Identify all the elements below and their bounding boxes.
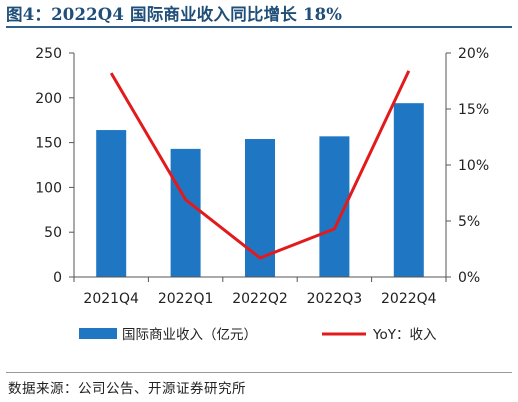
right-tick-label: 5%: [458, 214, 480, 230]
left-tick-label: 50: [44, 225, 62, 241]
axis-layer: 0 50 100 150 200 250 0% 5% 10% 15% 20% 2021Q4 2022Q1…: [35, 46, 489, 307]
figure-title: 图4：2022Q4 国际商业收入同比增长 18%: [6, 5, 343, 24]
left-tick-label: 150: [35, 136, 62, 152]
right-tick-label: 10%: [458, 158, 489, 174]
left-tick-label: 200: [35, 91, 62, 107]
title-divider: [6, 26, 512, 28]
legend-line-label: YoY：收入: [372, 327, 437, 343]
x-tick-label: 2022Q1: [158, 291, 214, 307]
footer-divider: [6, 372, 512, 373]
bar-2021Q4: [96, 130, 127, 277]
left-tick-label: 100: [35, 180, 62, 196]
right-tick-label: 15%: [458, 102, 489, 118]
source-note: 数据来源：公司公告、开源证券研究所: [8, 381, 246, 397]
x-tick-label: 2021Q4: [83, 291, 139, 307]
x-tick-label: 2022Q4: [381, 291, 437, 307]
line-layer: [109, 70, 411, 260]
legend-bar-swatch: [79, 328, 117, 339]
chart: 0 50 100 150 200 250 0% 5% 10% 15% 20% 2021Q4 2022Q1…: [35, 46, 489, 343]
right-tick-label: 20%: [458, 46, 489, 62]
bar-2022Q1: [170, 148, 201, 277]
x-tick-label: 2022Q2: [232, 291, 288, 307]
x-tick-label: 2022Q3: [307, 291, 363, 307]
legend-bar-label: 国际商业收入（亿元）: [122, 327, 257, 343]
bar-2022Q4: [393, 103, 424, 278]
right-tick-label: 0%: [458, 270, 480, 286]
yoy-line: [109, 70, 411, 260]
legend: 国际商业收入（亿元） YoY：收入: [79, 327, 437, 343]
left-tick-label: 250: [35, 46, 62, 62]
left-tick-label: 0: [53, 270, 62, 286]
